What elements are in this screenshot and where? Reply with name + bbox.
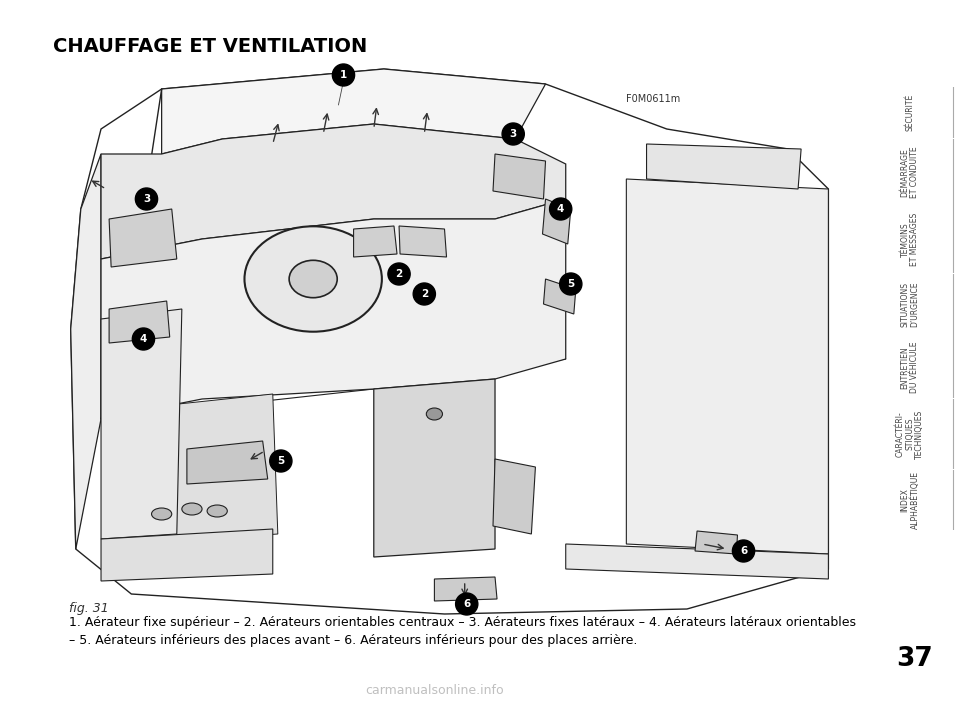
- Ellipse shape: [245, 226, 382, 332]
- Polygon shape: [187, 441, 268, 484]
- Polygon shape: [101, 529, 273, 581]
- Circle shape: [388, 263, 410, 285]
- Circle shape: [560, 273, 582, 295]
- Text: 2: 2: [396, 269, 402, 279]
- Polygon shape: [101, 199, 565, 419]
- Text: 3: 3: [510, 129, 516, 139]
- Polygon shape: [132, 394, 277, 544]
- Ellipse shape: [207, 505, 228, 517]
- Text: fig. 31: fig. 31: [69, 602, 108, 615]
- Polygon shape: [626, 179, 828, 554]
- Text: CHAUFFAGE ET VENTILATION: CHAUFFAGE ET VENTILATION: [53, 37, 367, 56]
- Polygon shape: [101, 309, 181, 539]
- Circle shape: [332, 64, 354, 86]
- Polygon shape: [71, 69, 828, 614]
- Polygon shape: [71, 154, 101, 549]
- Polygon shape: [101, 124, 565, 259]
- Circle shape: [502, 123, 524, 145]
- Text: INDEX
ALPHABÉTIQUE: INDEX ALPHABÉTIQUE: [900, 471, 920, 529]
- Polygon shape: [695, 531, 737, 554]
- Polygon shape: [109, 209, 177, 267]
- Text: TÉMOINS
ET MESSAGES: TÉMOINS ET MESSAGES: [900, 213, 919, 267]
- Ellipse shape: [181, 503, 202, 515]
- Text: 1: 1: [340, 70, 348, 80]
- Text: 4: 4: [140, 334, 147, 344]
- Text: SÉCURITÉ: SÉCURITÉ: [905, 94, 914, 131]
- Text: 3: 3: [143, 194, 150, 204]
- Polygon shape: [542, 199, 571, 244]
- Text: PLANCHE
DE BORD ET
COMMANDES: PLANCHE DE BORD ET COMMANDES: [896, 14, 924, 74]
- Polygon shape: [493, 459, 536, 534]
- Polygon shape: [565, 544, 828, 579]
- Polygon shape: [435, 577, 497, 601]
- Text: CARACTÉRI-
STIQUES
TECHNIQUES: CARACTÉRI- STIQUES TECHNIQUES: [896, 409, 924, 459]
- Ellipse shape: [152, 508, 172, 520]
- Text: 1. Aérateur fixe supérieur – 2. Aérateurs orientables centraux – 3. Aérateurs fi: 1. Aérateur fixe supérieur – 2. Aérateur…: [69, 616, 855, 629]
- Circle shape: [270, 450, 292, 472]
- Polygon shape: [373, 379, 495, 557]
- Text: – 5. Aérateurs inférieurs des places avant – 6. Aérateurs inférieurs pour des pl: – 5. Aérateurs inférieurs des places ava…: [69, 634, 637, 647]
- Circle shape: [456, 593, 478, 615]
- Text: 2: 2: [420, 289, 428, 299]
- Ellipse shape: [426, 408, 443, 420]
- Text: 6: 6: [463, 599, 470, 609]
- Circle shape: [549, 198, 572, 220]
- Polygon shape: [109, 301, 170, 343]
- Text: 4: 4: [557, 204, 564, 214]
- Text: carmanualsonline.info: carmanualsonline.info: [365, 684, 504, 697]
- Polygon shape: [543, 279, 576, 314]
- Circle shape: [135, 188, 157, 210]
- Polygon shape: [493, 154, 545, 199]
- Text: ENTRETIEN
DU VÉHICULE: ENTRETIEN DU VÉHICULE: [900, 342, 919, 393]
- Polygon shape: [353, 226, 397, 257]
- Circle shape: [132, 328, 155, 350]
- Text: SITUATIONS
D’URGENCE: SITUATIONS D’URGENCE: [900, 282, 919, 328]
- Text: 5: 5: [567, 279, 574, 289]
- Polygon shape: [399, 226, 446, 257]
- Polygon shape: [161, 69, 545, 154]
- Circle shape: [413, 283, 436, 305]
- Text: 37: 37: [896, 647, 933, 672]
- Circle shape: [732, 540, 755, 562]
- Text: F0M0611m: F0M0611m: [626, 94, 681, 104]
- Polygon shape: [646, 144, 801, 189]
- Ellipse shape: [289, 260, 337, 298]
- Text: 6: 6: [740, 546, 747, 556]
- Text: DÉMARRAGE
ET CONDUITE: DÉMARRAGE ET CONDUITE: [900, 147, 919, 199]
- Text: 5: 5: [277, 456, 284, 466]
